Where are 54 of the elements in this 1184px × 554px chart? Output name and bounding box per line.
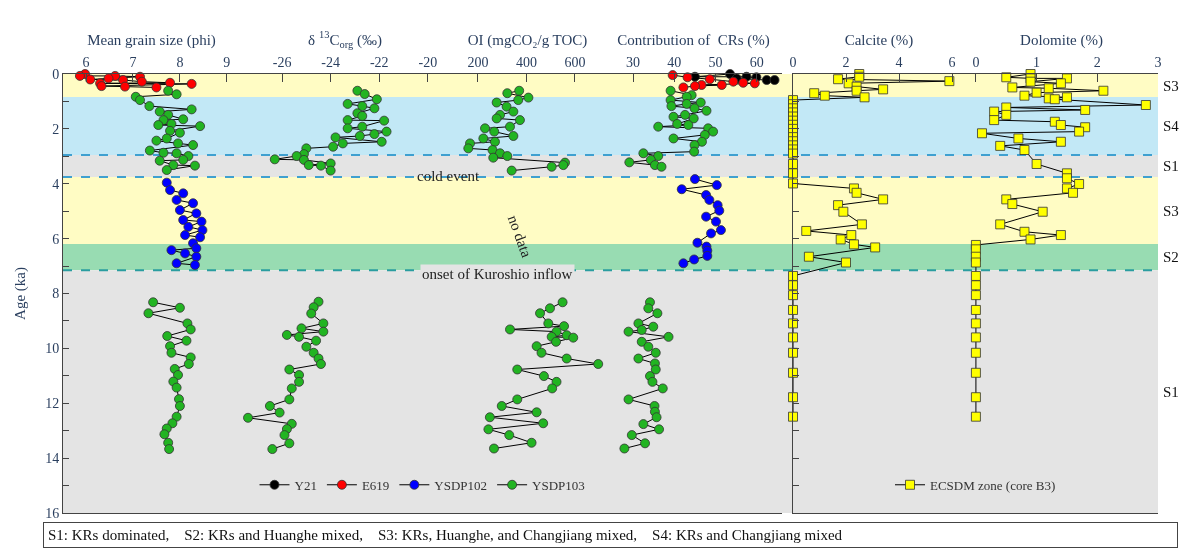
y-tick-label: 10 — [45, 341, 60, 357]
x-tick-label: -22 — [369, 55, 389, 71]
x-tick-label: 0 — [789, 55, 797, 71]
y-tick-label: 12 — [45, 396, 60, 412]
x-axis-title: OI (mgCO₂/g TOC) — [467, 31, 588, 49]
band-label: S1 — [1163, 158, 1179, 174]
annotation: onset of Kuroshio inflow — [422, 266, 573, 282]
x-tick-label: 6 — [82, 55, 90, 71]
x-tick-label: 600 — [564, 55, 586, 71]
band-label: S4 — [1163, 118, 1180, 134]
x-axis-title: Calcite (%) — [844, 31, 914, 49]
x-tick-label: 400 — [515, 55, 537, 71]
band-label: S3 — [1163, 78, 1179, 94]
x-tick-label: 3 — [1154, 55, 1162, 71]
legend-label: YSDP102 — [434, 477, 488, 493]
y-tick-label: 6 — [52, 231, 60, 247]
x-tick-label: 6 — [948, 55, 956, 71]
y-axis-title: Age (ka) — [12, 267, 30, 320]
legend-label: ECSDM zone (core B3) — [930, 477, 1056, 493]
y-tick-label: 14 — [45, 451, 60, 467]
x-tick-label: 60 — [749, 55, 764, 71]
x-axis-title: Mean grain size (phi) — [87, 31, 216, 49]
legend-label: E619 — [361, 477, 390, 493]
x-tick-label: 9 — [223, 55, 231, 71]
y-tick-label: 16 — [45, 505, 60, 521]
annotation: no data — [504, 212, 535, 260]
text: S1: KRs dominated, S2: KRs and Huanghe mixed, S3: KRs, Huanghe, and Changjiang mixed, S4: KRs and Changjiang mixed — [48, 527, 843, 543]
band-label: S3 — [1163, 203, 1179, 219]
legend-label: Y21 — [294, 477, 317, 493]
y-tick-label: 4 — [52, 176, 60, 192]
x-tick-label: 4 — [895, 55, 903, 71]
x-tick-label: -20 — [418, 55, 438, 71]
x-tick-label: 8 — [176, 55, 184, 71]
x-tick-label: 2 — [1093, 55, 1101, 71]
x-tick-label: -26 — [272, 55, 292, 71]
x-tick-label: 2 — [842, 55, 850, 71]
x-tick-label: 30 — [626, 55, 641, 71]
y-tick-label: 2 — [52, 121, 60, 137]
band-label: S2 — [1163, 249, 1179, 265]
x-tick-label: 1 — [1033, 55, 1041, 71]
x-tick-label: 40 — [667, 55, 682, 71]
legend-label: YSDP103 — [532, 477, 585, 493]
x-axis-title: Contribution of CRs (%) — [617, 31, 770, 49]
x-tick-label: 50 — [708, 55, 723, 71]
band-label: S1 — [1163, 384, 1179, 400]
x-tick-label: 7 — [129, 55, 137, 71]
x-tick-label: 200 — [467, 55, 489, 71]
x-tick-label: 0 — [972, 55, 980, 71]
annotation: cold event — [417, 168, 480, 184]
y-tick-label: 0 — [52, 66, 60, 82]
y-tick-label: 8 — [52, 286, 60, 302]
x-axis-title: δ $^{13}$C$_{org}$ (‰) — [308, 29, 382, 50]
x-tick-label: -24 — [321, 55, 340, 71]
x-axis-title: Dolomite (%) — [1020, 31, 1103, 49]
